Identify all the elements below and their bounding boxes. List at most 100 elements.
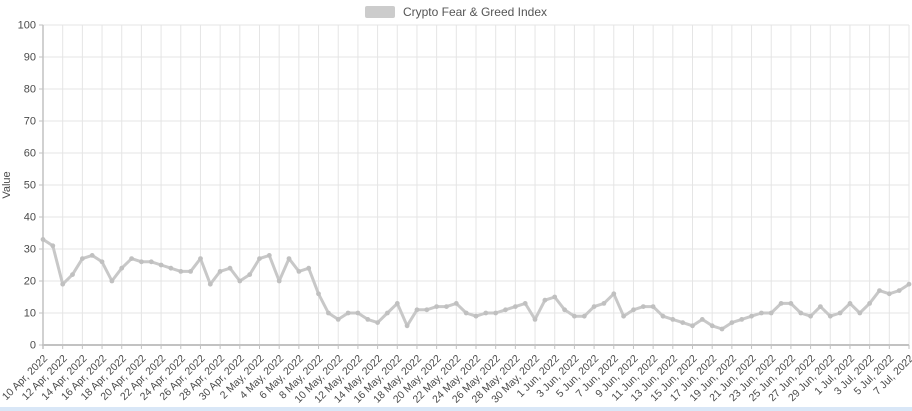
data-point-marker: [788, 301, 794, 306]
data-point-marker: [414, 307, 420, 313]
data-point-marker: [906, 281, 912, 287]
data-point-marker: [759, 310, 764, 316]
data-point-marker: [729, 320, 735, 325]
data-point-marker: [148, 259, 154, 265]
data-point-marker: [650, 304, 656, 309]
data-point-marker: [818, 304, 823, 309]
chart-legend: Crypto Fear & Greed Index: [0, 5, 912, 19]
data-point-marker: [473, 313, 479, 319]
data-point-marker: [444, 304, 449, 309]
data-point-marker: [798, 310, 804, 316]
data-point-marker: [355, 310, 361, 316]
data-point-marker: [276, 278, 282, 284]
data-point-marker: [70, 272, 75, 277]
y-tick-label: 70: [24, 116, 36, 128]
y-tick-label: 90: [24, 52, 36, 64]
data-point-marker: [40, 237, 46, 242]
data-point-marker: [532, 317, 538, 322]
data-point-marker: [50, 243, 56, 249]
data-point-marker: [493, 310, 499, 316]
y-tick-label: 0: [30, 340, 36, 352]
data-point-marker: [719, 326, 725, 332]
data-point-marker: [335, 317, 341, 322]
data-point-marker: [690, 323, 695, 329]
data-point-marker: [739, 317, 745, 322]
data-point-marker: [857, 310, 863, 316]
data-point-marker: [178, 269, 184, 274]
data-point-marker: [316, 291, 321, 297]
data-point-marker: [109, 278, 115, 284]
data-point-marker: [562, 307, 567, 313]
data-point-marker: [207, 281, 213, 287]
data-point-marker: [542, 297, 548, 303]
data-point-marker: [168, 265, 174, 271]
data-point-marker: [680, 320, 686, 325]
y-tick-label: 80: [24, 84, 36, 96]
legend-label: Crypto Fear & Greed Index: [402, 5, 548, 19]
y-tick-label: 60: [24, 148, 36, 160]
data-point-marker: [660, 313, 666, 319]
data-point-marker: [749, 313, 754, 319]
y-axis-title: Value: [1, 171, 13, 198]
y-tick-label: 10: [24, 308, 36, 320]
data-point-marker: [877, 288, 882, 293]
data-point-marker: [306, 265, 312, 271]
data-point-marker: [434, 304, 439, 309]
data-point-marker: [670, 317, 676, 322]
data-point-marker: [709, 323, 715, 329]
data-point-marker: [808, 313, 813, 319]
data-point-marker: [158, 262, 164, 268]
legend-swatch: [364, 6, 395, 18]
data-point-marker: [453, 301, 459, 306]
data-point-marker: [886, 291, 892, 297]
data-point-marker: [896, 288, 902, 293]
data-point-marker: [60, 281, 66, 287]
data-point-marker: [847, 301, 853, 306]
data-point-marker: [837, 310, 843, 316]
data-point-marker: [217, 269, 223, 274]
data-point-marker: [483, 310, 489, 316]
data-point-marker: [80, 256, 85, 261]
data-point-marker: [247, 272, 253, 277]
data-point-marker: [552, 294, 558, 300]
data-point-marker: [188, 269, 194, 274]
y-tick-label: 30: [24, 244, 36, 256]
data-point-marker: [257, 256, 262, 261]
y-tick-label: 100: [18, 20, 36, 32]
y-tick-label: 40: [24, 212, 36, 224]
data-point-marker: [227, 265, 233, 271]
data-point-marker: [198, 256, 203, 261]
data-point-marker: [394, 301, 400, 306]
data-point-marker: [768, 310, 774, 316]
data-point-marker: [89, 253, 95, 258]
data-point-marker: [463, 310, 469, 316]
data-point-marker: [385, 310, 390, 316]
data-point-marker: [266, 253, 272, 258]
data-point-marker: [611, 291, 617, 297]
data-point-marker: [237, 278, 243, 284]
data-point-marker: [286, 256, 292, 261]
data-point-marker: [365, 317, 371, 322]
data-point-marker: [699, 317, 705, 322]
data-point-marker: [99, 259, 105, 265]
y-tick-label: 50: [24, 180, 36, 192]
data-point-marker: [345, 310, 351, 316]
data-point-marker: [601, 301, 607, 306]
legend-item-fear-greed[interactable]: Crypto Fear & Greed Index: [364, 5, 548, 19]
data-point-marker: [296, 269, 302, 274]
data-point-marker: [326, 310, 331, 316]
data-point-marker: [424, 307, 430, 313]
data-point-marker: [503, 307, 508, 313]
data-point-marker: [631, 307, 636, 313]
bottom-divider: [0, 407, 912, 411]
data-point-marker: [129, 256, 135, 261]
data-point-marker: [513, 304, 518, 309]
data-point-marker: [827, 313, 833, 319]
data-point-marker: [404, 323, 410, 329]
y-tick-label: 20: [24, 276, 36, 288]
data-point-marker: [522, 301, 528, 306]
data-point-marker: [867, 301, 872, 306]
data-point-marker: [375, 320, 380, 325]
